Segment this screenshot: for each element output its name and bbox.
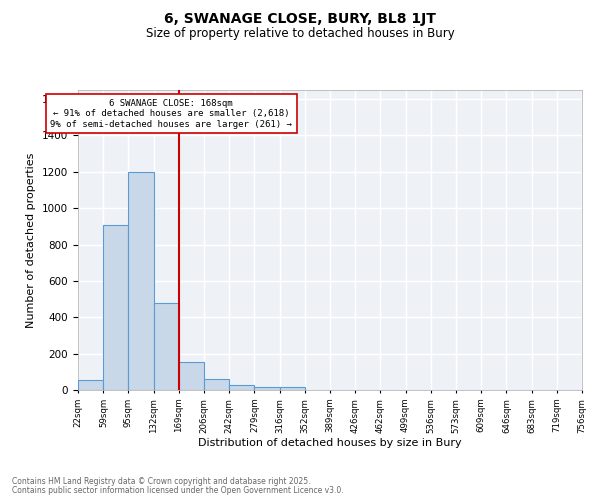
Bar [154, 302, 179, 390]
Text: 6, SWANAGE CLOSE, BURY, BL8 1JT: 6, SWANAGE CLOSE, BURY, BL8 1JT [164, 12, 436, 26]
Bar [179, 362, 205, 390]
Y-axis label: Number of detached properties: Number of detached properties [26, 152, 37, 328]
Bar [205, 379, 229, 390]
Text: Size of property relative to detached houses in Bury: Size of property relative to detached ho… [146, 28, 454, 40]
Bar [78, 380, 103, 390]
Bar [128, 172, 154, 390]
Text: 6 SWANAGE CLOSE: 168sqm
← 91% of detached houses are smaller (2,618)
9% of semi-: 6 SWANAGE CLOSE: 168sqm ← 91% of detache… [50, 99, 292, 129]
Bar [254, 388, 280, 390]
Bar [103, 224, 128, 390]
Text: Contains public sector information licensed under the Open Government Licence v3: Contains public sector information licen… [12, 486, 344, 495]
X-axis label: Distribution of detached houses by size in Bury: Distribution of detached houses by size … [198, 438, 462, 448]
Text: Contains HM Land Registry data © Crown copyright and database right 2025.: Contains HM Land Registry data © Crown c… [12, 477, 311, 486]
Bar [280, 388, 305, 390]
Bar [229, 385, 254, 390]
